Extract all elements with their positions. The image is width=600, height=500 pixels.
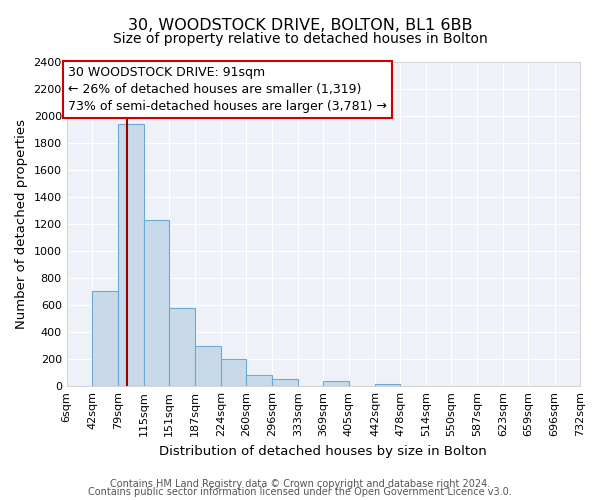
Bar xyxy=(246,374,272,386)
Y-axis label: Number of detached properties: Number of detached properties xyxy=(15,119,28,329)
Bar xyxy=(169,308,194,386)
Bar xyxy=(221,359,246,386)
Bar xyxy=(194,346,221,386)
Text: 30 WOODSTOCK DRIVE: 91sqm
← 26% of detached houses are smaller (1,319)
73% of se: 30 WOODSTOCK DRIVE: 91sqm ← 26% of detac… xyxy=(68,66,387,112)
Text: Contains public sector information licensed under the Open Government Licence v3: Contains public sector information licen… xyxy=(88,487,512,497)
Text: 30, WOODSTOCK DRIVE, BOLTON, BL1 6BB: 30, WOODSTOCK DRIVE, BOLTON, BL1 6BB xyxy=(128,18,472,32)
Bar xyxy=(92,292,118,386)
X-axis label: Distribution of detached houses by size in Bolton: Distribution of detached houses by size … xyxy=(160,444,487,458)
Bar xyxy=(118,124,144,386)
Bar xyxy=(375,384,400,386)
Bar xyxy=(144,220,169,386)
Bar xyxy=(272,380,298,386)
Text: Contains HM Land Registry data © Crown copyright and database right 2024.: Contains HM Land Registry data © Crown c… xyxy=(110,479,490,489)
Text: Size of property relative to detached houses in Bolton: Size of property relative to detached ho… xyxy=(113,32,487,46)
Bar xyxy=(323,381,349,386)
